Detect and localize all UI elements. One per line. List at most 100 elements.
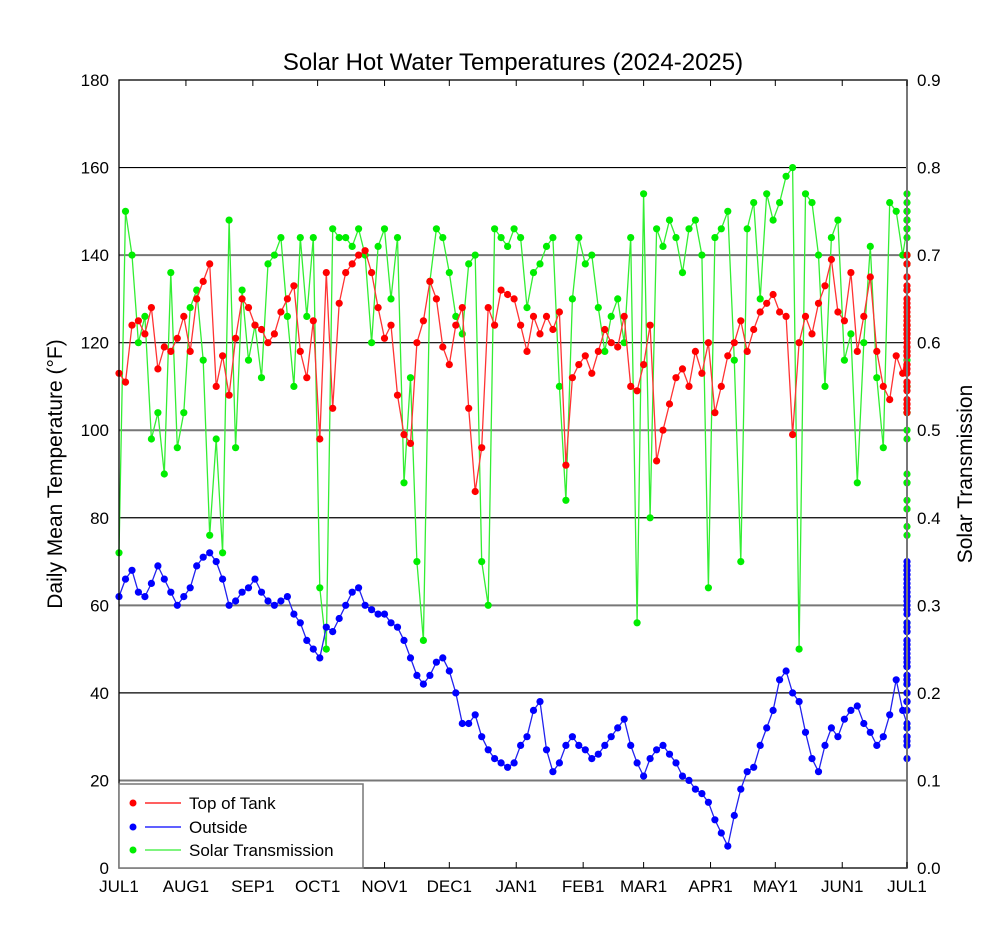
data-point [808,330,816,338]
data-point [141,312,149,320]
data-point [672,759,680,767]
y-tick-label-right: 0.8 [917,159,941,178]
data-point [562,496,570,504]
data-point [400,431,408,439]
y-tick-label-left: 100 [81,421,109,440]
data-point [581,352,589,360]
data-point [206,549,214,557]
data-point [471,711,479,719]
data-point [206,260,214,268]
data-point [653,457,661,465]
data-point [251,575,259,583]
data-point [121,575,130,583]
data-point [238,588,246,596]
data-point [309,645,317,653]
data-point [879,733,887,741]
data-point [756,308,764,316]
data-point [672,234,680,242]
y-axis-right-title: Solar Transmission [954,385,977,564]
data-point [827,234,836,242]
data-point [678,772,687,780]
data-point [562,741,570,750]
data-point [348,260,356,268]
data-point [355,584,363,592]
data-point [296,619,304,627]
data-point [750,763,758,771]
legend-label-outside: Outside [189,818,248,837]
data-point [290,382,298,390]
data-point [782,172,790,180]
data-point [348,588,356,596]
data-point [717,225,725,233]
x-tick-label: MAY1 [753,877,798,896]
data-point [504,290,512,299]
data-point [445,361,453,369]
data-point [445,667,453,675]
data-point [167,347,175,355]
y-tick-label-right: 0.4 [917,509,941,528]
data-point [873,374,881,382]
data-point [555,382,564,390]
data-point [827,724,836,732]
data-point [128,321,136,329]
data-point [510,295,518,303]
data-point [452,689,460,697]
data-point [620,312,628,320]
y-tick-label-left: 160 [81,159,109,178]
data-point [795,645,803,653]
series-layer [115,164,911,850]
data-point [588,755,596,763]
data-point [432,295,440,303]
data-point [808,199,816,207]
data-point [290,610,298,618]
data-point [529,269,538,277]
data-point [743,347,751,355]
data-point [452,321,460,329]
data-point [801,728,810,736]
data-point [588,251,596,259]
data-point [614,724,622,732]
data-point [134,588,142,596]
data-point [808,755,816,763]
data-point [646,321,654,329]
data-point [432,225,440,233]
data-point [523,347,531,355]
x-tick-label: SEP1 [231,877,274,896]
data-point [160,343,168,351]
data-point [484,304,492,312]
data-point [724,207,732,215]
data-point [277,597,285,605]
data-point [659,242,667,250]
data-point [465,404,473,412]
data-point [562,461,570,469]
data-point [504,242,512,250]
data-point [322,645,330,653]
data-point [206,531,214,539]
data-point [523,304,531,312]
data-point [737,558,745,566]
data-point [860,719,868,728]
data-point [542,746,551,754]
data-point [536,260,544,268]
y-tick-label-left: 40 [90,684,109,703]
data-point [614,295,622,303]
data-point [614,343,622,351]
data-point [484,746,492,754]
data-point [387,295,395,303]
data-point [776,676,784,684]
data-point [413,339,421,347]
data-point [478,444,486,452]
data-point [322,623,330,631]
data-point [840,715,849,723]
data-point [853,702,861,710]
data-point [542,312,551,320]
data-point [180,312,188,320]
data-point [257,588,266,596]
data-point [186,304,194,312]
data-point [439,343,447,351]
data-point [607,339,615,347]
data-point [730,339,738,347]
data-point [730,356,738,364]
data-point [879,444,887,452]
data-point [892,207,900,215]
